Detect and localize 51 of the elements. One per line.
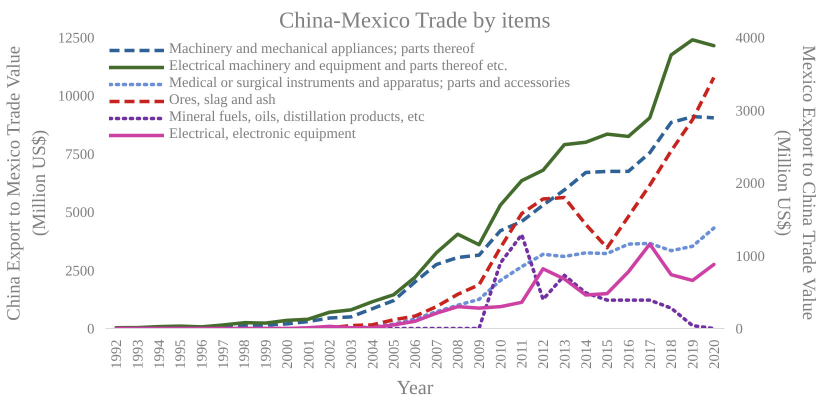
x-tick-label: 2012 — [536, 340, 552, 369]
x-tick-label: 2004 — [365, 338, 382, 369]
x-axis-title: Year — [396, 376, 434, 399]
x-tick-label: 2019 — [685, 340, 702, 369]
legend-label: Mineral fuels, oils, distillation products, etc — [169, 109, 425, 126]
x-tick-label: 1994 — [152, 338, 168, 369]
y-tick-label: 7500 — [65, 146, 94, 163]
x-tick-label: 2020 — [706, 340, 723, 369]
x-tick-label: 2015 — [600, 340, 616, 369]
x-tick-label: 2002 — [322, 340, 339, 369]
x-tick-label: 1998 — [237, 340, 254, 369]
y2-tick-label: 4000 — [736, 30, 765, 46]
x-tick-label: 2011 — [514, 339, 531, 368]
y-tick-label: 2500 — [65, 263, 94, 280]
chart-title: China-Mexico Trade by items — [279, 8, 550, 32]
x-tick-label: 2003 — [344, 340, 360, 369]
x-tick-label: 2014 — [578, 338, 595, 369]
line-series — [114, 38, 716, 328]
x-tick-label: 2017 — [642, 340, 659, 369]
legend-label: Medical or surgical instruments and apparatus; parts and accessories — [169, 75, 570, 92]
x-tick-label: 1993 — [130, 340, 147, 369]
x-tick-label: 2000 — [280, 340, 296, 369]
x-tick-label: 2013 — [557, 340, 574, 369]
y2-tick-label: 2000 — [736, 176, 765, 192]
x-tick-label: 1997 — [216, 340, 232, 369]
y-axis-title: China Export to Mexico Trade Value (Million US$) — [4, 46, 50, 321]
x-tick-label: 2009 — [472, 340, 488, 369]
x-tick-label: 2006 — [408, 340, 424, 369]
y-tick-label: 5000 — [65, 205, 94, 222]
y2-axis-title: Mexico Export to China Trade Value (Million US$) — [772, 45, 820, 320]
legend-label: Ores, slag and ash — [169, 92, 276, 109]
x-tick-label: 1995 — [173, 340, 190, 369]
legend-label: Machinery and mechanical appliances; parts thereof — [169, 41, 475, 58]
x-tick-label: 2010 — [493, 340, 510, 369]
x-tick-label: 2018 — [664, 340, 680, 369]
x-tick-label: 2005 — [386, 340, 403, 369]
legend-label: Electrical machinery and equipment and parts thereof etc. — [169, 58, 508, 75]
x-tick-label: 2001 — [301, 340, 318, 369]
x-tick-label: 1992 — [109, 340, 126, 369]
y-tick-label: 12500 — [58, 30, 94, 46]
x-tick-label: 1996 — [194, 340, 211, 369]
y-tick-label: 0 — [87, 322, 94, 338]
x-tick-label: 2016 — [621, 340, 638, 369]
x-tick-label: 2007 — [429, 340, 446, 369]
x-tick-label: 2008 — [450, 340, 467, 369]
legend-label: Electrical, electronic equipment — [169, 126, 356, 143]
y-tick-label: 10000 — [58, 88, 94, 105]
x-tick-label: 1999 — [258, 340, 275, 369]
y2-tick-label: 1000 — [736, 248, 765, 265]
y2-tick-label: 3000 — [736, 103, 765, 120]
y2-tick-label: 0 — [736, 322, 743, 338]
